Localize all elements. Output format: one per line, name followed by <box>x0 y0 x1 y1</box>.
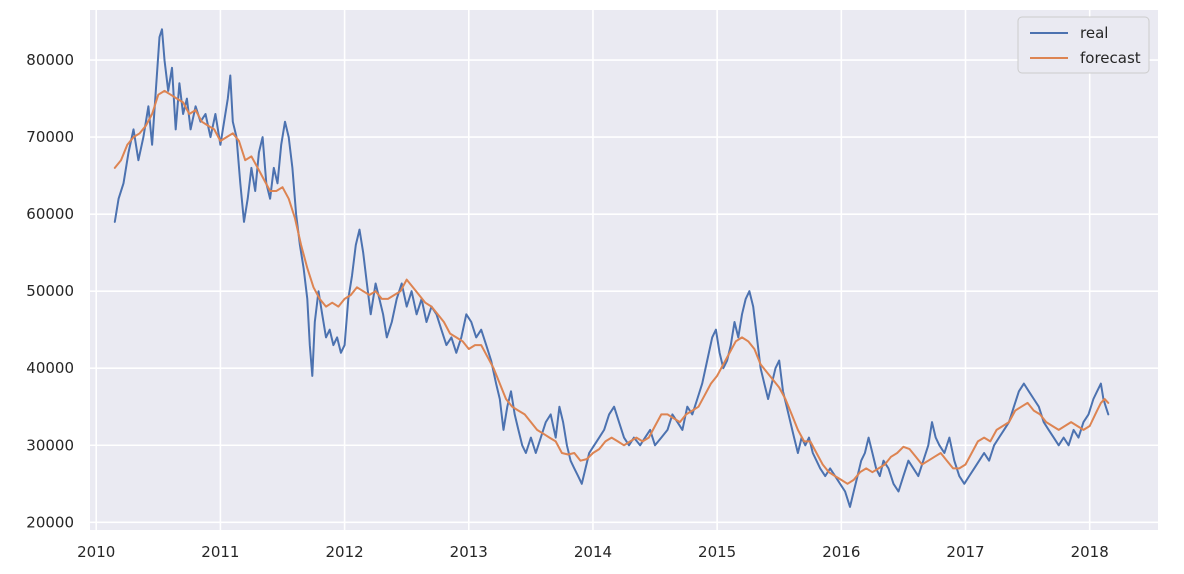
x-tick-label: 2016 <box>822 543 860 561</box>
legend-label-forecast: forecast <box>1080 49 1141 67</box>
x-tick-label: 2011 <box>201 543 239 561</box>
series-layer <box>113 28 1110 508</box>
plot-background <box>90 10 1158 530</box>
grid-layer <box>90 10 1158 530</box>
y-tick-label: 30000 <box>26 436 74 454</box>
series-line-forecast <box>113 89 1110 485</box>
x-tick-label: 2010 <box>77 543 115 561</box>
x-tick-label: 2017 <box>946 543 984 561</box>
x-tick-label: 2013 <box>450 543 488 561</box>
tick-labels: 2010 2011 2012 2013 2014 2015 2016 2017 2018 2000… <box>26 51 1109 561</box>
y-tick-label: 80000 <box>26 51 74 69</box>
legend: real forecast <box>1017 16 1150 74</box>
x-tick-label: 2015 <box>698 543 736 561</box>
y-tick-label: 60000 <box>26 205 74 223</box>
y-tick-label: 40000 <box>26 359 74 377</box>
y-tick-label: 20000 <box>26 513 74 531</box>
legend-label-real: real <box>1080 24 1108 42</box>
x-tick-label: 2018 <box>1071 543 1109 561</box>
x-tick-label: 2014 <box>574 543 612 561</box>
y-tick-label: 70000 <box>26 128 74 146</box>
x-tick-label: 2012 <box>325 543 363 561</box>
y-tick-label: 50000 <box>26 282 74 300</box>
series-line-real <box>113 28 1110 508</box>
